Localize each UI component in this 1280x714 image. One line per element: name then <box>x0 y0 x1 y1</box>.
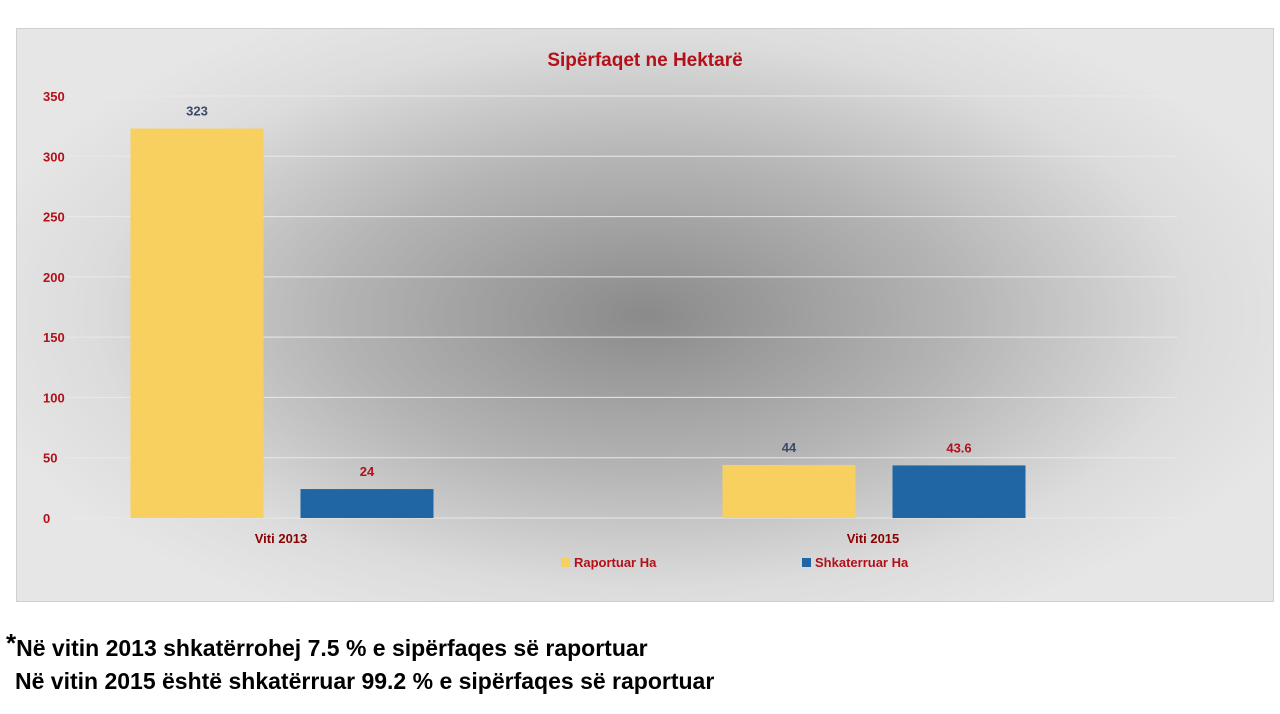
bar <box>130 128 264 518</box>
y-tick-label: 0 <box>43 511 50 526</box>
note-line-1-text: Në vitin 2013 shkatërrohej 7.5 % e sipër… <box>16 635 648 661</box>
note-asterisk: * <box>6 628 17 658</box>
data-label: 24 <box>360 464 375 479</box>
x-axis-ticks: Viti 2013 Viti 2015 <box>255 531 900 546</box>
legend: Raportuar Ha Shkaterruar Ha <box>561 555 909 570</box>
y-tick-label: 350 <box>43 89 65 104</box>
note-line-1: *Në vitin 2013 shkatërrohej 7.5 % e sipë… <box>6 628 648 662</box>
y-tick-label: 50 <box>43 451 57 466</box>
y-tick-label: 200 <box>43 270 65 285</box>
legend-label: Raportuar Ha <box>574 555 657 570</box>
data-label: 44 <box>782 440 797 455</box>
legend-label: Shkaterruar Ha <box>815 555 909 570</box>
chart-area: Sipërfaqet ne Hektarë 0 50 100 150 200 250 300… <box>16 28 1274 602</box>
data-label: 323 <box>186 104 208 119</box>
bars <box>130 128 1026 518</box>
data-label: 43.6 <box>946 440 971 455</box>
data-labels: 323 44 24 43.6 <box>186 104 972 480</box>
bar <box>892 465 1026 518</box>
chart-title: Sipërfaqet ne Hektarë <box>547 50 742 71</box>
y-axis-ticks: 0 50 100 150 200 250 300 350 <box>43 89 65 526</box>
legend-swatch <box>561 558 570 567</box>
y-tick-label: 300 <box>43 149 65 164</box>
note-line-2: Në vitin 2015 është shkatërruar 99.2 % e… <box>15 668 715 694</box>
y-tick-label: 100 <box>43 390 65 405</box>
bar <box>300 489 434 518</box>
legend-swatch <box>802 558 811 567</box>
bar-chart: Sipërfaqet ne Hektarë 0 50 100 150 200 250 300… <box>43 50 1177 570</box>
bar <box>722 464 856 518</box>
x-tick-label: Viti 2015 <box>847 531 900 546</box>
y-tick-label: 250 <box>43 210 65 225</box>
x-tick-label: Viti 2013 <box>255 531 308 546</box>
y-tick-label: 150 <box>43 330 65 345</box>
